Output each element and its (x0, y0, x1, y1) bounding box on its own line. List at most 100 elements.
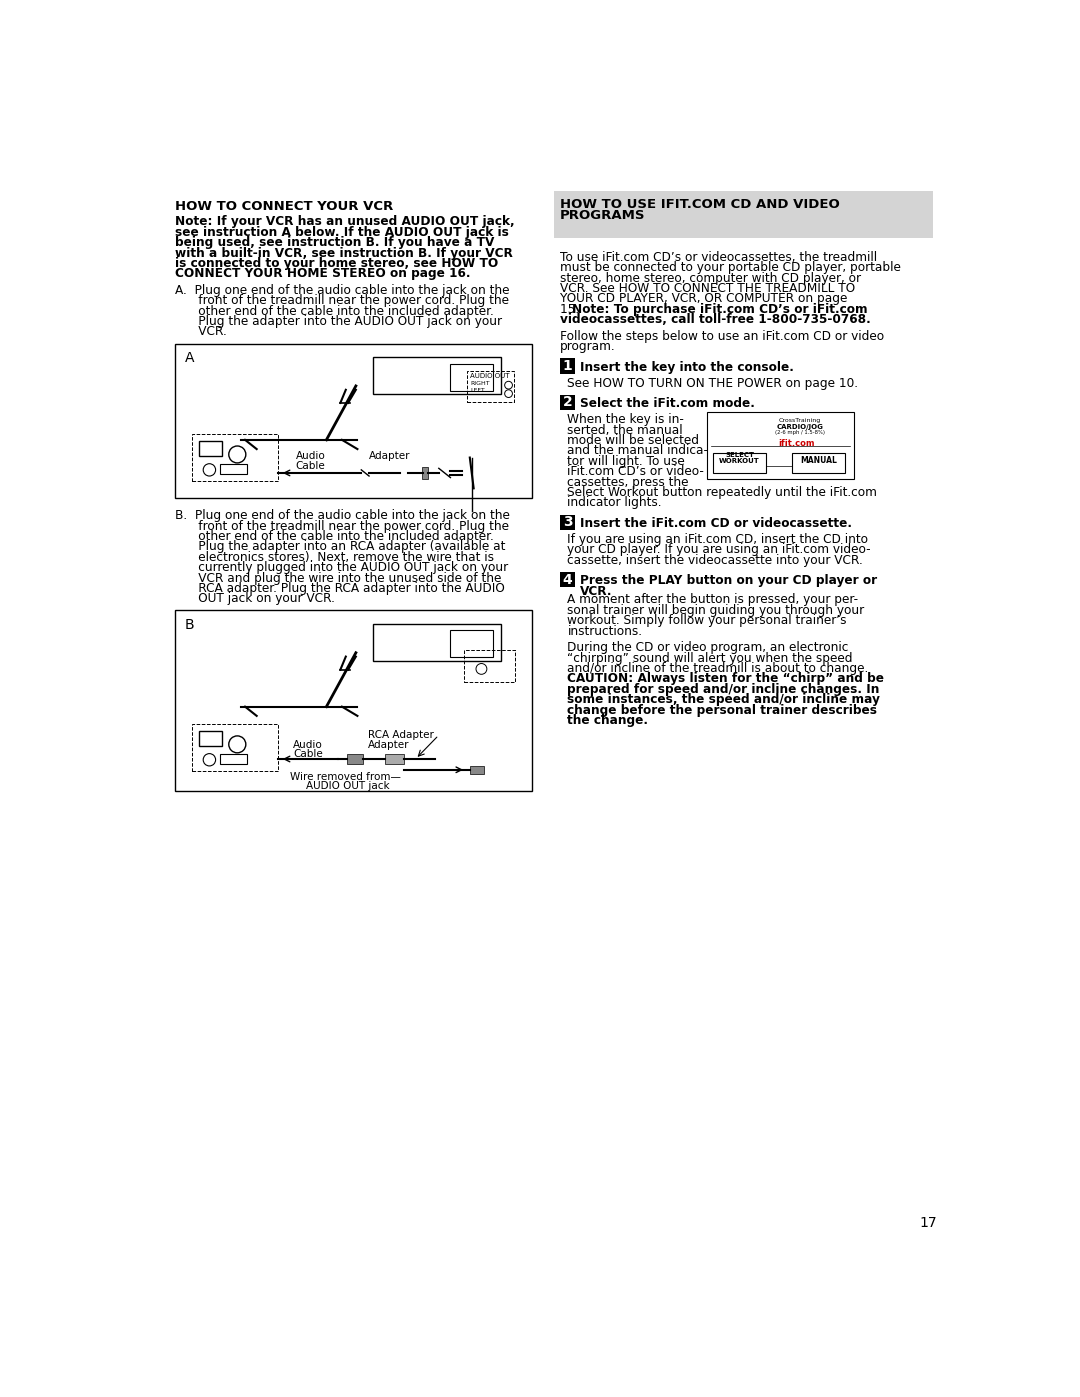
Text: VCR.: VCR. (175, 326, 227, 338)
Text: Plug the adapter into an RCA adapter (available at: Plug the adapter into an RCA adapter (av… (175, 541, 505, 553)
Text: 3: 3 (563, 515, 572, 529)
Text: B: B (185, 617, 194, 631)
Text: AUDIO OUT jack: AUDIO OUT jack (306, 781, 389, 791)
Text: instructions.: instructions. (567, 624, 643, 637)
Text: your CD player. If you are using an iFit.com video-: your CD player. If you are using an iFit… (567, 543, 872, 556)
Bar (464, 650, 515, 682)
Text: cassette, insert the videocassette into your VCR.: cassette, insert the videocassette into … (567, 553, 863, 567)
Text: Note: To purchase iFit.com CD’s or iFit.com: Note: To purchase iFit.com CD’s or iFit.… (572, 303, 867, 316)
Text: HOW TO USE IFIT.COM CD AND VIDEO: HOW TO USE IFIT.COM CD AND VIDEO (559, 198, 839, 211)
Text: Cable: Cable (296, 461, 325, 471)
Text: CrossTraining: CrossTraining (779, 418, 821, 423)
Bar (450, 630, 494, 658)
Bar (373, 624, 501, 661)
Text: Cable: Cable (293, 749, 323, 759)
Text: 17: 17 (919, 1217, 937, 1231)
Text: iFit.com CD’s or video-: iFit.com CD’s or video- (567, 465, 704, 478)
Bar (175, 344, 531, 497)
Text: VCR. See HOW TO CONNECT THE TREADMILL TO: VCR. See HOW TO CONNECT THE TREADMILL TO (559, 282, 855, 295)
Text: AUDIO OUT: AUDIO OUT (470, 373, 510, 379)
Bar (220, 464, 246, 475)
Bar (559, 571, 576, 587)
Text: Note: If your VCR has an unused AUDIO OUT jack,: Note: If your VCR has an unused AUDIO OU… (175, 215, 515, 228)
Text: front of the treadmill near the power cord. Plug the: front of the treadmill near the power co… (175, 520, 510, 532)
Text: videocassettes, call toll-free 1-800-735-0768.: videocassettes, call toll-free 1-800-735… (559, 313, 870, 326)
Bar (220, 753, 246, 764)
Text: B.  Plug one end of the audio cable into the jack on the: B. Plug one end of the audio cable into … (175, 509, 510, 522)
Text: LEFT: LEFT (471, 388, 485, 393)
Text: When the key is in-: When the key is in- (567, 414, 685, 426)
Text: must be connected to your portable CD player, portable: must be connected to your portable CD pl… (559, 261, 901, 274)
Text: is connected to your home stereo, see HOW TO: is connected to your home stereo, see HO… (175, 257, 499, 270)
Text: 2: 2 (563, 395, 572, 409)
Bar (348, 754, 363, 764)
Text: Follow the steps below to use an iFit.com CD or video: Follow the steps below to use an iFit.co… (559, 330, 883, 342)
Text: VCR.: VCR. (580, 584, 612, 598)
Text: tor will light. To use: tor will light. To use (567, 455, 685, 468)
Bar (192, 434, 278, 481)
Text: 4: 4 (563, 573, 572, 587)
Text: RCA adapter. Plug the RCA adapter into the AUDIO: RCA adapter. Plug the RCA adapter into t… (175, 583, 505, 595)
Text: Audio: Audio (296, 451, 325, 461)
Text: currently plugged into the AUDIO OUT jack on your: currently plugged into the AUDIO OUT jac… (175, 562, 509, 574)
Text: program.: program. (559, 339, 616, 353)
Bar (559, 358, 576, 373)
Text: electronics stores). Next, remove the wire that is: electronics stores). Next, remove the wi… (175, 550, 495, 564)
Bar (554, 191, 933, 239)
Text: See HOW TO TURN ON THE POWER on page 10.: See HOW TO TURN ON THE POWER on page 10. (567, 377, 859, 390)
Text: PROGRAMS: PROGRAMS (559, 208, 645, 222)
Text: some instances, the speed and/or incline may: some instances, the speed and/or incline… (567, 693, 880, 705)
Text: being used, see instruction B. If you have a TV: being used, see instruction B. If you ha… (175, 236, 495, 249)
Text: prepared for speed and/or incline changes. In: prepared for speed and/or incline change… (567, 683, 880, 696)
Text: sonal trainer will begin guiding you through your: sonal trainer will begin guiding you thr… (567, 604, 865, 617)
Bar (713, 453, 766, 474)
Text: Adapter: Adapter (369, 451, 410, 461)
Bar (468, 372, 514, 402)
Text: Audio: Audio (293, 740, 323, 750)
Text: RIGHT: RIGHT (471, 380, 490, 386)
Text: CARDIO/JOG: CARDIO/JOG (777, 425, 823, 430)
Text: Plug the adapter into the AUDIO OUT jack on your: Plug the adapter into the AUDIO OUT jack… (175, 316, 502, 328)
Text: mode will be selected: mode will be selected (567, 434, 700, 447)
Text: RCA Adapter: RCA Adapter (367, 729, 433, 740)
Text: A: A (185, 351, 194, 365)
Text: CONNECT YOUR HOME STEREO on page 16.: CONNECT YOUR HOME STEREO on page 16. (175, 267, 471, 281)
Bar (384, 753, 404, 764)
Bar (175, 610, 531, 791)
Bar (450, 363, 494, 391)
Bar (559, 514, 576, 529)
Text: A.  Plug one end of the audio cable into the jack on the: A. Plug one end of the audio cable into … (175, 284, 510, 298)
Text: stereo, home stereo, computer with CD player, or: stereo, home stereo, computer with CD pl… (559, 271, 861, 285)
Text: Wire removed from—: Wire removed from— (291, 773, 401, 782)
Text: workout. Simply follow your personal trainer’s: workout. Simply follow your personal tra… (567, 615, 847, 627)
Text: WORKOUT: WORKOUT (719, 458, 760, 464)
Text: (2-6 mph / 1.5-8%): (2-6 mph / 1.5-8%) (775, 430, 825, 436)
Bar (422, 467, 428, 479)
Text: ifit.com: ifit.com (778, 439, 814, 447)
Bar (793, 453, 845, 474)
Text: SELECT: SELECT (725, 451, 754, 458)
Bar (199, 731, 221, 746)
Text: with a built-in VCR, see instruction B. If your VCR: with a built-in VCR, see instruction B. … (175, 246, 513, 260)
Text: other end of the cable into the included adapter.: other end of the cable into the included… (175, 305, 494, 317)
Text: VCR and plug the wire into the unused side of the: VCR and plug the wire into the unused si… (175, 571, 502, 584)
Text: 1: 1 (563, 359, 572, 373)
Bar (192, 725, 278, 771)
Text: Adapter: Adapter (367, 740, 409, 750)
Text: OUT jack on your VCR.: OUT jack on your VCR. (175, 592, 335, 605)
Text: Insert the key into the console.: Insert the key into the console. (580, 360, 794, 373)
Text: To use iFit.com CD’s or videocassettes, the treadmill: To use iFit.com CD’s or videocassettes, … (559, 251, 877, 264)
Bar (559, 395, 576, 411)
Text: “chirping” sound will alert you when the speed: “chirping” sound will alert you when the… (567, 651, 853, 665)
Text: see instruction A below. If the AUDIO OUT jack is: see instruction A below. If the AUDIO OU… (175, 226, 509, 239)
Bar (373, 358, 501, 394)
Text: During the CD or video program, an electronic: During the CD or video program, an elect… (567, 641, 849, 654)
Text: cassettes, press the: cassettes, press the (567, 475, 689, 489)
Text: Press the PLAY button on your CD player or: Press the PLAY button on your CD player … (580, 574, 877, 587)
Bar (707, 412, 854, 479)
Text: serted, the manual: serted, the manual (567, 423, 683, 437)
Text: If you are using an iFit.com CD, insert the CD into: If you are using an iFit.com CD, insert … (567, 534, 868, 546)
Text: and/or incline of the treadmill is about to change.: and/or incline of the treadmill is about… (567, 662, 868, 675)
Text: and the manual indica-: and the manual indica- (567, 444, 708, 457)
Bar (199, 440, 221, 455)
